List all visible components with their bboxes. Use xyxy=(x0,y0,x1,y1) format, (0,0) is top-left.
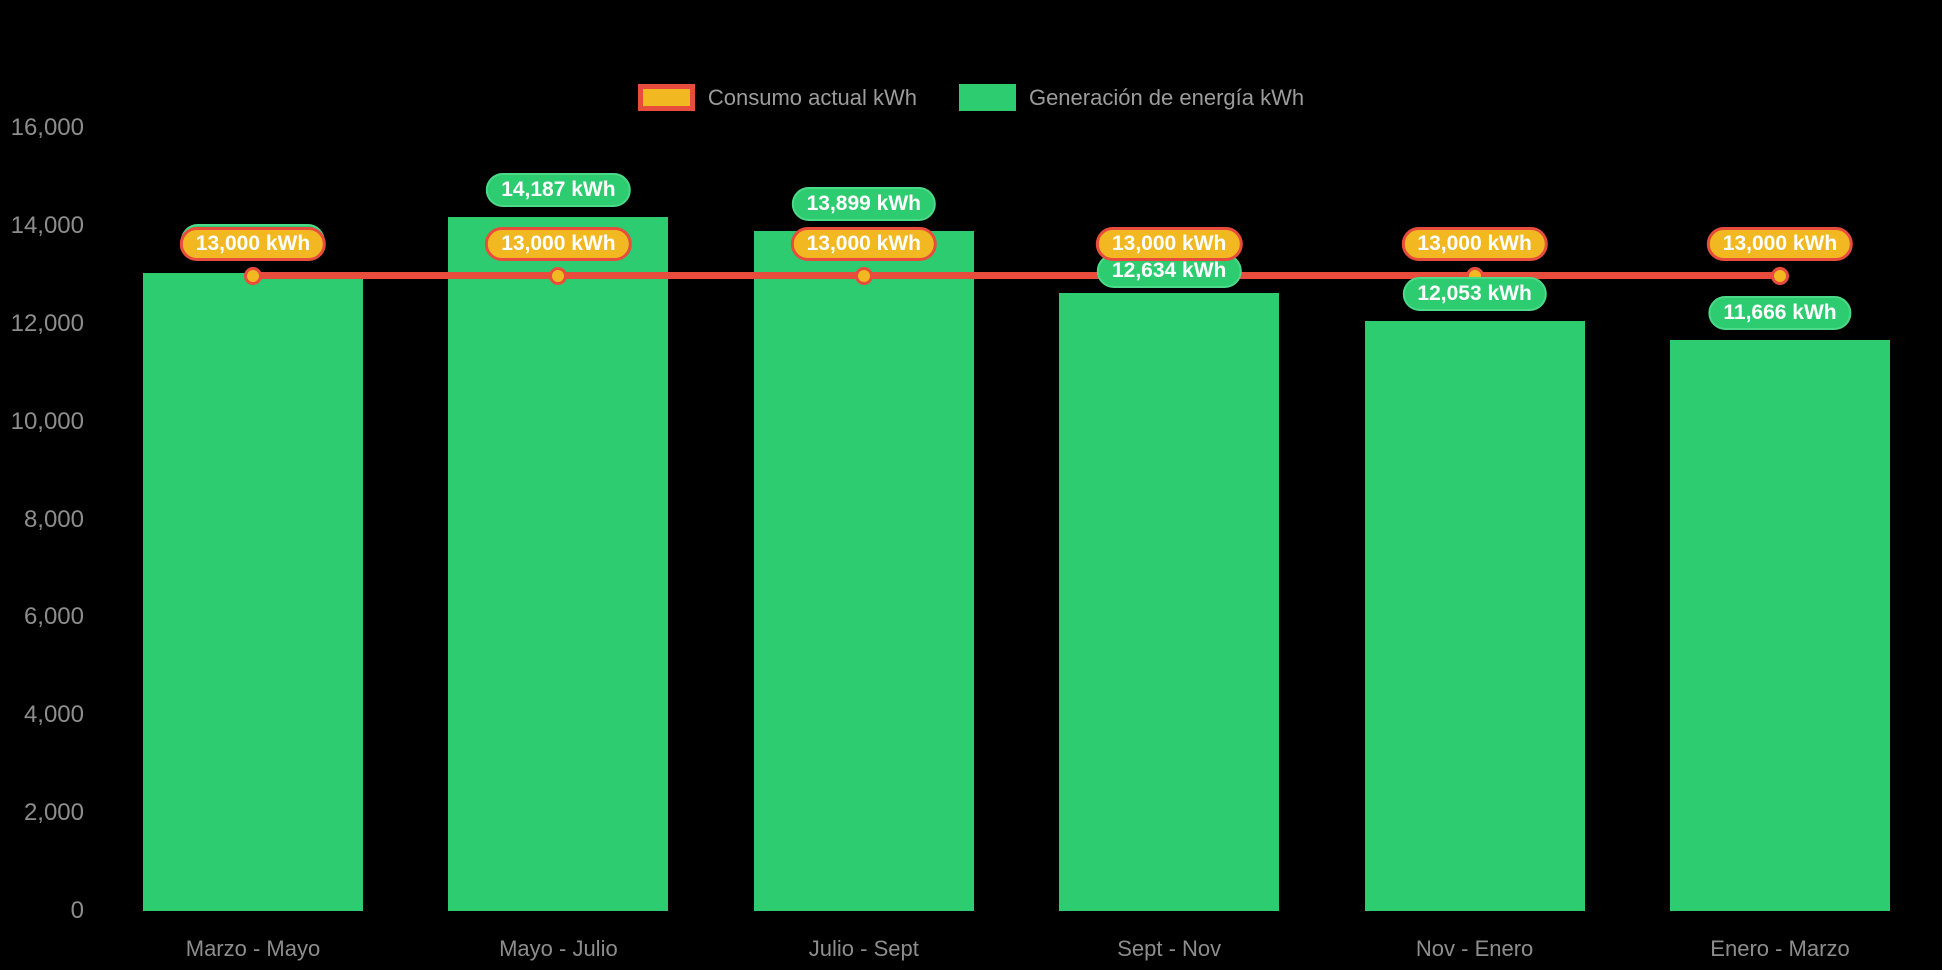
generation-value-badge: 13,899 kWh xyxy=(791,186,936,221)
consumo-trend-line[interactable] xyxy=(253,271,1780,279)
consumo-value-badge: 13,000 kWh xyxy=(485,226,632,261)
generation-value-badge: 14,187 kWh xyxy=(486,172,631,207)
y-axis-tick-label: 12,000 xyxy=(10,309,84,337)
bar-generation[interactable] xyxy=(1670,340,1890,911)
legend-item-generacion[interactable]: Generación de energía kWh xyxy=(958,84,1305,111)
y-axis-tick-label: 16,000 xyxy=(10,114,84,141)
x-axis-label: Enero - Marzo xyxy=(1710,936,1850,961)
y-axis-tick-label: 2,000 xyxy=(23,799,84,827)
y-axis-tick-label: 4,000 xyxy=(23,701,84,729)
consumo-legend-swatch-icon xyxy=(637,84,695,111)
chart-legend: Consumo actual kWh Generación de energía… xyxy=(0,84,1942,111)
legend-label-generacion: Generación de energía kWh xyxy=(1028,84,1305,110)
legend-item-consumo[interactable]: Consumo actual kWh xyxy=(637,84,917,111)
consumo-value-badge: 13,000 kWh xyxy=(1095,226,1243,261)
bar-generation[interactable] xyxy=(1364,321,1585,911)
y-axis-tick-label: 6,000 xyxy=(23,603,84,631)
line-point[interactable] xyxy=(854,266,873,285)
y-axis-tick-label: 14,000 xyxy=(10,211,84,239)
consumo-value-badge: 13,000 kWh xyxy=(1706,226,1854,261)
y-axis-tick-label: 10,000 xyxy=(10,407,84,435)
x-axis-label: Mayo - Julio xyxy=(499,936,618,961)
legend-label-consumo: Consumo actual kWh xyxy=(707,84,917,110)
bar-generation[interactable] xyxy=(143,272,363,911)
consumo-value-badge: 13,000 kWh xyxy=(1401,226,1548,261)
x-axis-label: Julio - Sept xyxy=(808,936,919,961)
bar-generation[interactable] xyxy=(1059,292,1280,911)
line-point[interactable] xyxy=(244,266,262,285)
x-axis-label: Sept - Nov xyxy=(1117,936,1222,961)
bar-generation[interactable] xyxy=(448,216,669,911)
line-point[interactable] xyxy=(549,266,568,285)
line-point[interactable] xyxy=(1771,266,1789,285)
x-axis-label: Nov - Enero xyxy=(1415,936,1534,961)
generacion-legend-swatch-icon xyxy=(958,84,1016,111)
x-axis-label: Marzo - Mayo xyxy=(185,936,321,961)
generation-value-badge: 11,666 kWh xyxy=(1708,296,1852,331)
consumo-value-badge: 13,000 kWh xyxy=(179,226,327,261)
y-axis-tick-label: 8,000 xyxy=(23,505,84,533)
consumo-value-badge: 13,000 kWh xyxy=(790,226,937,261)
generation-value-badge: 12,053 kWh xyxy=(1402,277,1547,312)
bar-generation[interactable] xyxy=(753,230,974,911)
y-axis-tick-label: 0 xyxy=(70,897,84,924)
